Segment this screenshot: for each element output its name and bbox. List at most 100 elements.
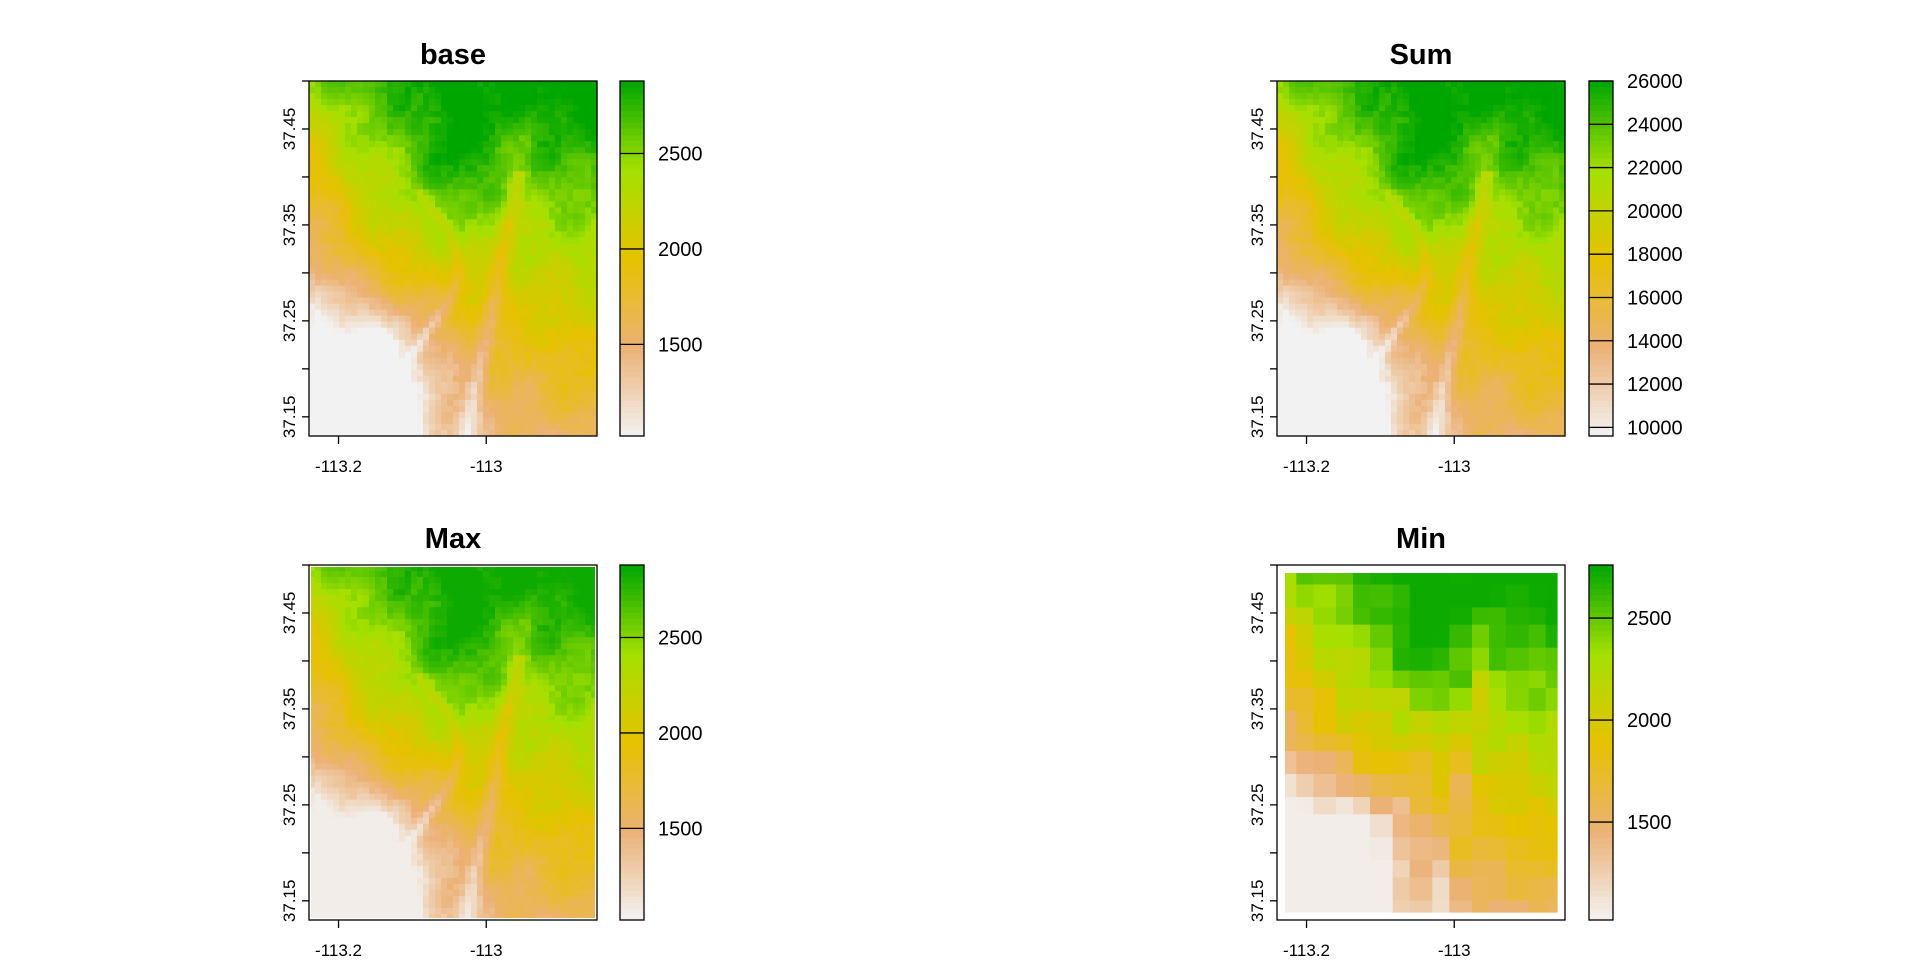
raster-cell [495,261,502,269]
raster-cell [579,273,586,281]
raster-cell [1487,99,1494,106]
raster-cell [561,111,568,118]
raster-cell [501,213,508,220]
raster-cell [549,153,556,160]
raster-cell [405,237,412,245]
raster-cell [417,273,424,281]
raster-cell [1535,99,1542,106]
raster-cell [1463,291,1470,299]
raster-cell [447,267,454,275]
raster-cell [573,417,580,425]
raster-cell [1313,267,1320,275]
raster-cell [369,195,376,202]
raster-cell [1433,249,1440,257]
raster-cell [315,93,322,100]
raster-cell [1283,267,1290,275]
raster-cell [333,117,340,124]
raster-cell [1355,291,1362,299]
raster-cell [333,303,340,311]
raster-cell [591,213,598,220]
raster-cell [561,393,568,401]
raster-cell [555,183,562,190]
raster-cell [339,297,346,305]
raster-cell [1529,195,1536,202]
raster-cell [351,189,358,196]
raster-cell [1487,81,1494,88]
raster-cell [579,213,586,220]
raster-cell [1283,195,1290,202]
raster-cell [1409,93,1416,100]
raster-cell [1349,93,1356,100]
raster-cell [453,315,460,323]
raster-cell [543,339,550,347]
raster-cell [369,237,376,245]
raster-cell [1319,303,1326,311]
raster-cell [405,123,412,130]
raster-cell [309,81,316,88]
raster-cell [345,213,352,220]
raster-cell [1427,261,1434,269]
raster-cell [1451,333,1458,341]
raster-cell [375,399,382,407]
raster-cell [513,105,520,112]
raster-cell [309,189,316,196]
raster-cell [1457,231,1464,239]
raster-cell [1289,129,1296,136]
raster-cell [1307,189,1314,196]
raster-cell [1535,333,1542,341]
raster-cell [1385,261,1392,269]
raster-cell [1415,297,1422,305]
raster-cell [1523,285,1530,293]
raster-cell [447,81,454,88]
raster-cell [333,243,340,251]
raster-cell [381,99,388,106]
raster-cell [459,363,466,371]
raster-cell [1319,315,1326,323]
raster-cell [429,81,436,88]
raster-cell [375,183,382,190]
raster-cell [411,93,418,100]
raster-cell [441,387,448,395]
raster-cell [591,117,598,124]
raster-cell [447,321,454,329]
raster-cell [387,249,394,257]
raster-cell [1535,231,1542,239]
raster-cell [387,117,394,124]
raster-cell [1331,321,1338,329]
raster-cell [1385,219,1392,227]
raster-cell [315,111,322,118]
raster-cell [1325,105,1332,112]
raster-cell [1559,195,1566,202]
raster-cell [363,321,370,329]
raster-cell [1475,231,1482,239]
raster-cell [1535,171,1542,178]
raster-cell [327,327,334,335]
raster-cell [477,255,484,263]
raster-cell [393,285,400,293]
raster-cell [1367,105,1374,112]
raster-cell [309,345,316,353]
raster-cell [1385,201,1392,208]
raster-cell [1463,333,1470,341]
raster-cell [369,201,376,208]
raster-cell [1307,213,1314,220]
raster-cell [1487,333,1494,341]
raster-cell [543,315,550,323]
raster-cell [1469,255,1476,263]
raster-cell [1367,123,1374,130]
raster-cell [423,171,430,178]
raster-cell [399,279,406,287]
raster-cell [1445,261,1452,269]
raster-cell [489,99,496,106]
raster-cell [429,189,436,196]
raster-cell [417,183,424,190]
raster-cell [483,381,490,389]
raster-cell [447,249,454,257]
raster-cell [579,417,586,425]
raster-cell [309,219,316,227]
raster-cell [1505,297,1512,305]
raster-cell [435,129,442,136]
raster-cell [537,219,544,227]
raster-cell [1409,99,1416,106]
raster-cell [453,351,460,359]
